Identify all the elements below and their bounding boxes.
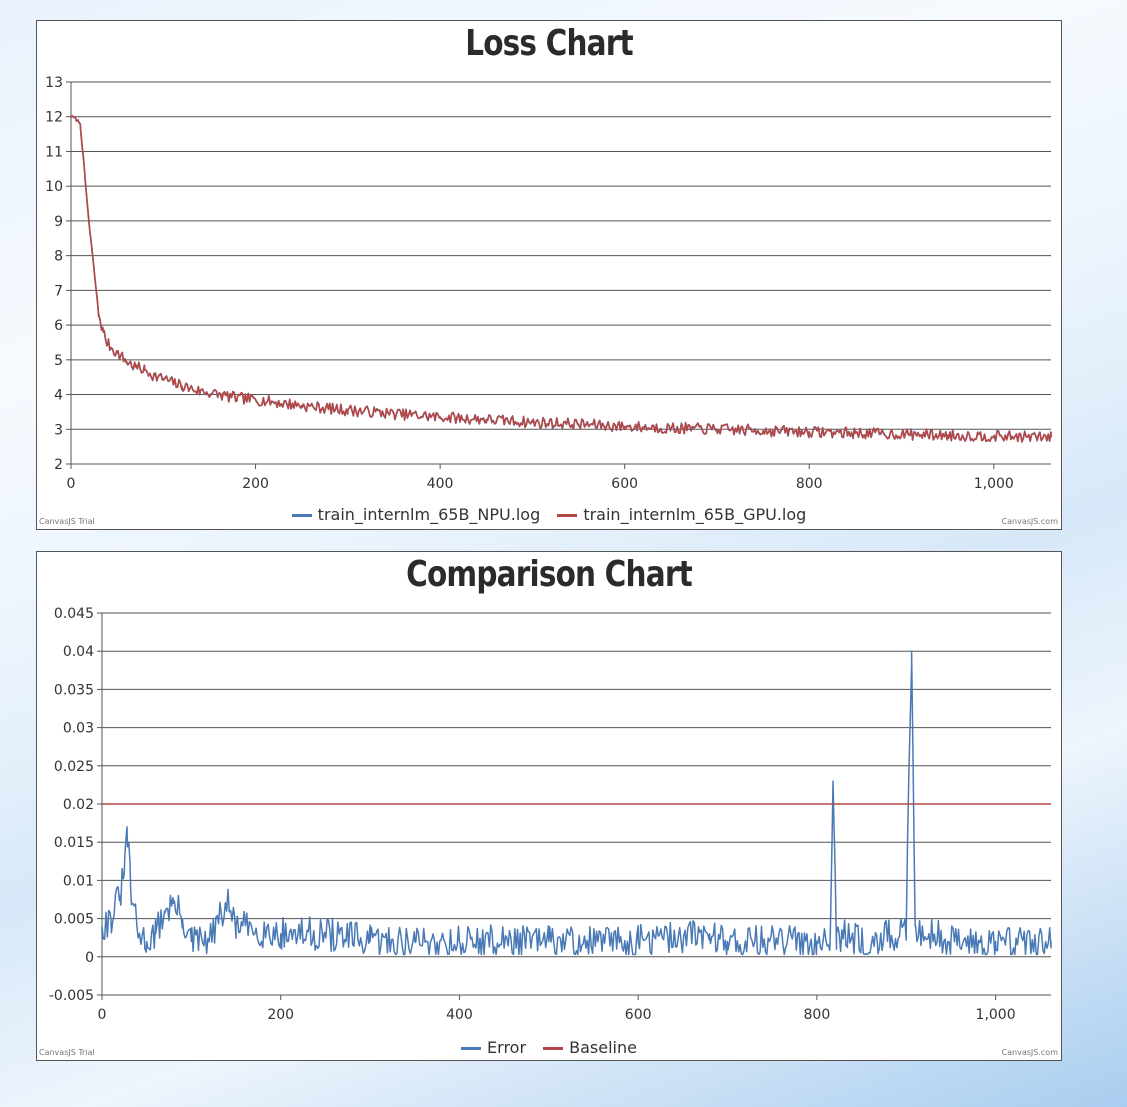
legend-label: Error [487, 1038, 527, 1057]
y-tick-label: 6 [54, 318, 63, 334]
y-tick-label: 12 [45, 110, 63, 126]
comparison-chart-plot: -0.00500.0050.010.0150.020.0250.030.0350… [49, 606, 1052, 1023]
legend-swatch-icon [461, 1047, 482, 1050]
y-tick-label: 0.025 [54, 759, 94, 775]
y-tick-label: 10 [45, 179, 63, 195]
comparison-chart-panel: Comparison Chart -0.005 0 0.005 0.01 0.015 0.… [36, 551, 1062, 1061]
x-tick-label: 200 [242, 476, 269, 492]
y-tick-label: 0.04 [63, 644, 94, 660]
chart-title: Loss Chart [465, 23, 633, 64]
x-tick-label: 600 [611, 476, 638, 492]
y-tick-label: 0.035 [54, 682, 94, 698]
y-tick-label: 0.01 [63, 873, 94, 889]
y-tick-label: 8 [54, 249, 63, 265]
legend-item-gpu[interactable]: train_internlm_65B_GPU.log [557, 505, 806, 524]
x-tick-label: 800 [796, 476, 823, 492]
y-tick-label: 9 [54, 214, 63, 230]
y-tick-label: 4 [54, 388, 63, 404]
y-tick-label: 2 [54, 457, 63, 473]
x-tick-label: 600 [625, 1007, 652, 1023]
legend-item-baseline[interactable]: Baseline [543, 1038, 637, 1057]
legend-item-npu[interactable]: train_internlm_65B_NPU.log [291, 505, 541, 524]
y-tick-label: 3 [54, 422, 63, 438]
x-tick-label: 200 [267, 1007, 294, 1023]
x-tick-label: 1,000 [974, 476, 1014, 492]
legend-swatch-icon [543, 1047, 564, 1050]
y-tick-label: -0.005 [49, 988, 94, 1004]
x-tick-label: 400 [446, 1007, 473, 1023]
x-tick-label: 0 [67, 476, 76, 492]
chart-title: Comparison Chart [406, 554, 693, 595]
watermark-link[interactable]: CanvasJS.com [1001, 517, 1058, 526]
loss-chart-panel: Loss Chart 2 3 4 5 6 7 8 9 10 11 12 13 0 200 400 600 800… [36, 20, 1062, 530]
x-tick-label: 0 [98, 1007, 107, 1023]
y-tick-label: 7 [54, 283, 63, 299]
legend-label: train_internlm_65B_GPU.log [583, 505, 807, 524]
y-tick-label: 0.005 [54, 912, 94, 928]
series-line-error [101, 650, 1052, 956]
y-tick-label: 0.015 [54, 835, 94, 851]
legend-label: Baseline [569, 1038, 637, 1057]
watermark-trial: CanvasJS Trial [39, 1048, 95, 1057]
y-tick-label: 0.045 [54, 606, 94, 622]
watermark-link[interactable]: CanvasJS.com [1001, 1048, 1058, 1057]
legend-swatch-icon [557, 514, 578, 517]
x-tick-label: 1,000 [976, 1007, 1016, 1023]
legend: train_internlm_65B_NPU.log train_internl… [37, 505, 1061, 524]
loss-chart-plot: 2 3 4 5 6 7 8 9 10 11 12 13 0 200 400 600 800 1,000 [45, 75, 1052, 492]
legend-swatch-icon [291, 514, 312, 517]
y-tick-label: 0.02 [63, 797, 94, 813]
legend-label: train_internlm_65B_NPU.log [317, 505, 541, 524]
y-tick-label: 11 [45, 144, 63, 160]
legend-item-error[interactable]: Error [461, 1038, 526, 1057]
y-tick-label: 0.03 [63, 721, 94, 737]
y-tick-label: 0 [85, 950, 94, 966]
series-line-train-internlm-65b-npu-log [70, 115, 1052, 443]
legend: Error Baseline [37, 1038, 1061, 1057]
y-tick-label: 13 [45, 75, 63, 91]
watermark-trial: CanvasJS Trial [39, 517, 95, 526]
x-tick-label: 800 [804, 1007, 831, 1023]
series-line-train-internlm-65b-gpu-log [70, 115, 1052, 443]
x-tick-label: 400 [427, 476, 454, 492]
y-tick-label: 5 [54, 353, 63, 369]
